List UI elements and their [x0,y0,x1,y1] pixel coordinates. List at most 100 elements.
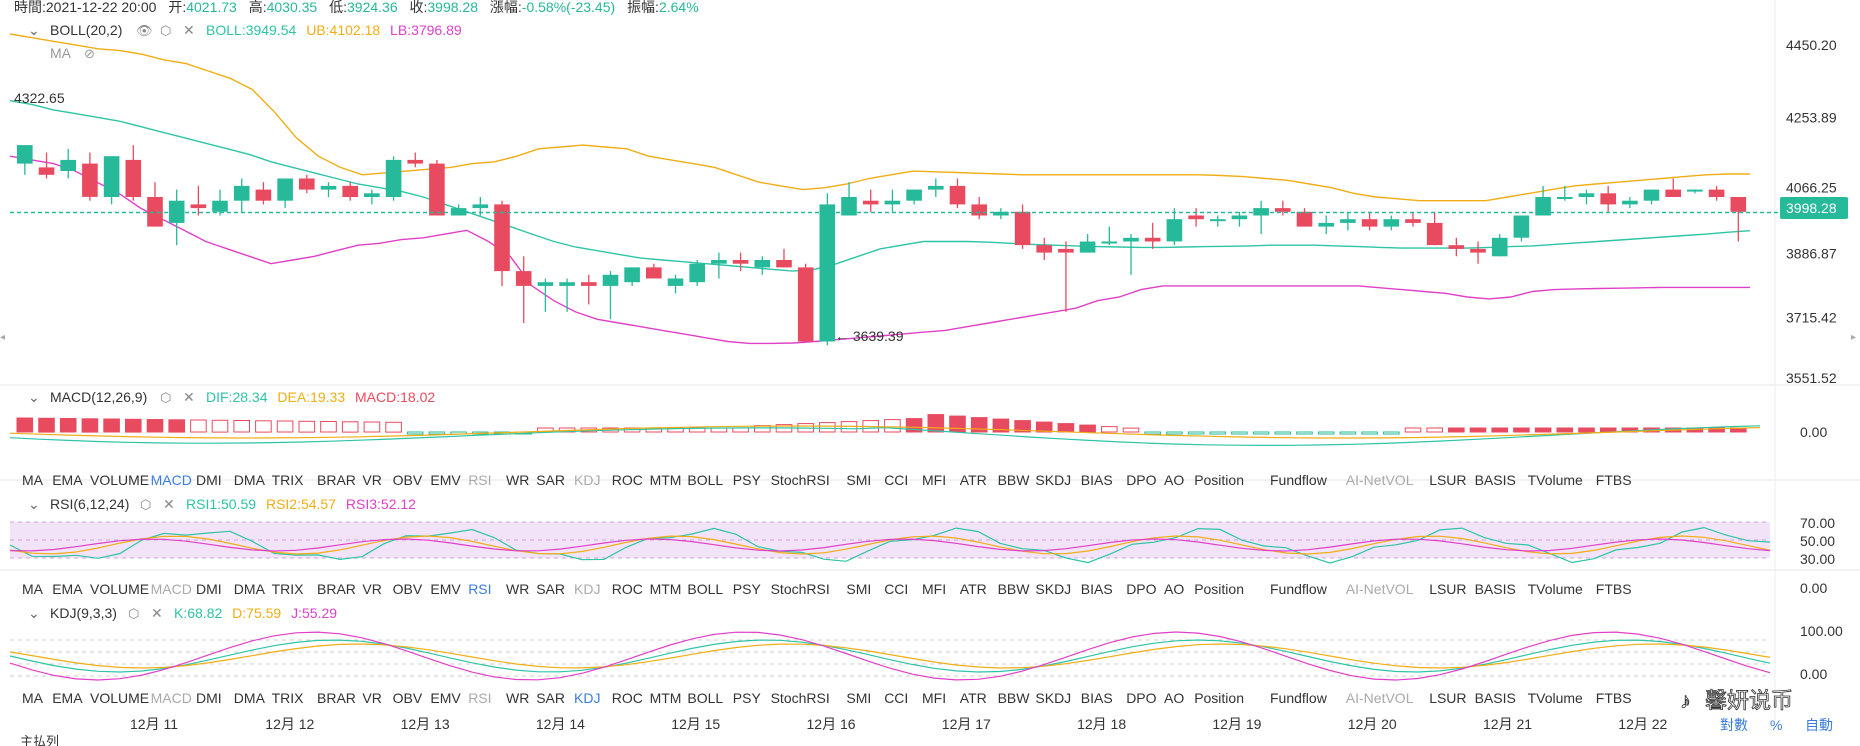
tab-tvolume[interactable]: TVolume [1528,690,1583,706]
tab-position[interactable]: Position [1194,581,1244,597]
tab-ftbs[interactable]: FTBS [1596,581,1632,597]
tab-ema[interactable]: EMA [52,690,83,706]
tab-psy[interactable]: PSY [733,690,762,706]
tab-stochrsi[interactable]: StochRSI [771,581,830,597]
tab-dmi[interactable]: DMI [196,581,222,597]
chevron-down-icon[interactable]: ⌄ [28,605,40,621]
settings-icon[interactable]: ⬡ [128,606,139,621]
tab-fundflow[interactable]: Fundflow [1270,581,1328,597]
collapse-left-icon[interactable]: ◂ [0,332,5,343]
tab-dpo[interactable]: DPO [1126,472,1156,488]
tab-bias[interactable]: BIAS [1081,581,1113,597]
tab-ai-netvol[interactable]: AI-NetVOL [1346,472,1414,488]
tab-mtm[interactable]: MTM [650,581,682,597]
close-icon[interactable]: ✕ [183,22,195,38]
tab-atr[interactable]: ATR [960,472,987,488]
tab-bias[interactable]: BIAS [1081,472,1113,488]
tab-obv[interactable]: OBV [393,472,423,488]
tab-trix[interactable]: TRIX [272,690,305,706]
tab-bbw[interactable]: BBW [998,690,1031,706]
tab-fundflow[interactable]: Fundflow [1270,472,1328,488]
tab-ao[interactable]: AO [1164,581,1184,597]
tab-ema[interactable]: EMA [52,472,83,488]
tab-position[interactable]: Position [1194,690,1244,706]
tab-boll[interactable]: BOLL [687,690,723,706]
tab-rsi[interactable]: RSI [468,690,491,706]
tab-vr[interactable]: VR [362,581,381,597]
percent-scale-button[interactable]: % [1770,717,1782,733]
tab-atr[interactable]: ATR [960,581,987,597]
tab-smi[interactable]: SMI [846,472,871,488]
tab-sar[interactable]: SAR [536,472,565,488]
tab-stochrsi[interactable]: StochRSI [771,472,830,488]
tab-boll[interactable]: BOLL [687,472,723,488]
tab-emv[interactable]: EMV [430,472,461,488]
tab-kdj[interactable]: KDJ [574,690,600,706]
tab-brar[interactable]: BRAR [317,581,356,597]
tab-cci[interactable]: CCI [884,581,908,597]
tab-skdj[interactable]: SKDJ [1035,690,1071,706]
close-icon[interactable]: ✕ [183,389,195,405]
tab-tvolume[interactable]: TVolume [1528,581,1583,597]
tab-dpo[interactable]: DPO [1126,581,1156,597]
tab-volume[interactable]: VOLUME [90,581,149,597]
tab-lsur[interactable]: LSUR [1429,472,1466,488]
tab-rsi[interactable]: RSI [468,581,491,597]
tab-obv[interactable]: OBV [393,690,423,706]
chevron-down-icon[interactable]: ⌄ [28,22,40,38]
tab-kdj[interactable]: KDJ [574,472,600,488]
settings-icon[interactable]: ⬡ [160,23,171,38]
tab-roc[interactable]: ROC [612,472,643,488]
tab-bbw[interactable]: BBW [998,581,1031,597]
tab-dma[interactable]: DMA [234,472,266,488]
time-axis[interactable]: 12月 11 12月 12 12月 13 12月 14 12月 15 12月 16 12月 … [130,716,1668,732]
tab-ma[interactable]: MA [22,690,44,706]
eye-off-icon[interactable]: ⊘ [84,46,95,61]
tab-volume[interactable]: VOLUME [90,690,149,706]
tab-ao[interactable]: AO [1164,472,1184,488]
tab-dmi[interactable]: DMI [196,472,222,488]
settings-icon[interactable]: ⬡ [140,497,151,512]
tab-roc[interactable]: ROC [612,690,643,706]
tab-kdj[interactable]: KDJ [574,581,600,597]
chevron-down-icon[interactable]: ⌄ [28,389,40,405]
tab-mfi[interactable]: MFI [922,472,946,488]
tab-psy[interactable]: PSY [733,581,762,597]
tab-ma[interactable]: MA [22,472,44,488]
tab-smi[interactable]: SMI [846,690,871,706]
eye-icon[interactable]: 👁 [136,23,153,38]
tab-emv[interactable]: EMV [430,581,461,597]
tab-sar[interactable]: SAR [536,581,565,597]
tab-position[interactable]: Position [1194,472,1244,488]
tab-mfi[interactable]: MFI [922,581,946,597]
tab-psy[interactable]: PSY [733,472,762,488]
tab-dpo[interactable]: DPO [1126,690,1156,706]
tab-obv[interactable]: OBV [393,581,423,597]
tab-emv[interactable]: EMV [430,690,461,706]
tab-atr[interactable]: ATR [960,690,987,706]
tab-ao[interactable]: AO [1164,690,1184,706]
chevron-down-icon[interactable]: ⌄ [28,496,40,512]
tab-lsur[interactable]: LSUR [1429,581,1466,597]
tab-ftbs[interactable]: FTBS [1596,690,1632,706]
tab-mtm[interactable]: MTM [650,472,682,488]
tab-mfi[interactable]: MFI [922,690,946,706]
tab-brar[interactable]: BRAR [317,690,356,706]
tab-macd[interactable]: MACD [151,472,192,488]
tab-lsur[interactable]: LSUR [1429,690,1466,706]
tab-ema[interactable]: EMA [52,581,83,597]
tab-skdj[interactable]: SKDJ [1035,472,1071,488]
tab-smi[interactable]: SMI [846,581,871,597]
tab-macd[interactable]: MACD [151,581,192,597]
tab-cci[interactable]: CCI [884,472,908,488]
tab-tvolume[interactable]: TVolume [1528,472,1583,488]
log-scale-button[interactable]: 對數 [1720,717,1748,733]
close-icon[interactable]: ✕ [151,605,163,621]
tab-vr[interactable]: VR [362,472,381,488]
tab-sar[interactable]: SAR [536,690,565,706]
tab-bbw[interactable]: BBW [998,472,1031,488]
tab-trix[interactable]: TRIX [272,581,305,597]
tab-macd[interactable]: MACD [151,690,192,706]
tab-volume[interactable]: VOLUME [90,472,149,488]
tab-roc[interactable]: ROC [612,581,643,597]
